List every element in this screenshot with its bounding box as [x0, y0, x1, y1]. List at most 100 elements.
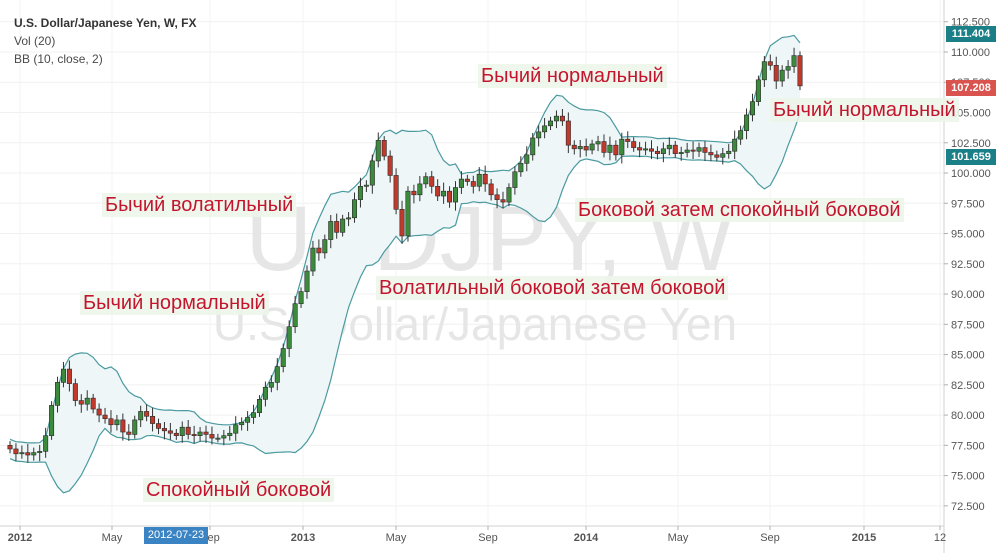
candle-body — [595, 141, 601, 145]
candle-body — [488, 183, 494, 196]
crosshair-date-tag: 2012-07-23 — [144, 527, 208, 544]
candle — [744, 108, 750, 140]
candle-body — [114, 419, 120, 426]
candle-body — [197, 431, 203, 436]
annotation-bullish-normal-late2014: Бычий нормальный — [770, 98, 959, 122]
annotation-calm-sideways: Спокойный боковой — [143, 478, 335, 502]
y-tick-label: 112.500 — [951, 17, 990, 29]
candle-body — [126, 431, 132, 435]
candle — [726, 144, 732, 159]
candle-body — [357, 186, 363, 200]
candle-body — [755, 79, 761, 102]
candle-body — [37, 451, 43, 453]
candle-body — [78, 400, 84, 405]
candle-body — [185, 426, 191, 435]
bollinger-indicator-label[interactable]: BB (10, close, 2) — [14, 52, 103, 66]
candle-body — [589, 143, 595, 151]
volume-indicator-label[interactable]: Vol (20) — [14, 34, 56, 48]
candle — [209, 426, 215, 445]
candle — [613, 140, 619, 161]
candle-body — [785, 66, 791, 71]
candle-body — [132, 419, 138, 435]
candle — [791, 47, 797, 73]
candle — [286, 320, 292, 358]
candle — [144, 404, 150, 422]
candle-body — [363, 184, 369, 187]
candle-body — [280, 348, 286, 367]
candles — [7, 47, 803, 463]
candle-body — [90, 397, 96, 410]
candle-body — [209, 434, 215, 439]
candle-body — [749, 101, 755, 116]
candle-body — [304, 270, 310, 292]
candle — [102, 407, 108, 424]
candle — [268, 375, 274, 393]
candle-body — [221, 435, 227, 439]
candle-body — [155, 423, 161, 429]
candle-body — [577, 146, 583, 150]
annotation-bullish-normal-2014: Бычий нормальный — [478, 64, 667, 88]
price-axis[interactable]: 72.500 75.000 77.500 80.000 82.500 85.000 87.5… — [944, 17, 991, 513]
candle — [583, 138, 589, 157]
candle-body — [429, 176, 435, 187]
candle — [684, 142, 690, 158]
candle — [702, 141, 708, 162]
candle — [233, 416, 239, 442]
candle — [37, 444, 43, 462]
candle-body — [179, 426, 185, 436]
y-tick-label: 80.000 — [951, 410, 985, 422]
candle — [506, 183, 512, 207]
candle — [108, 410, 114, 433]
candle — [714, 150, 720, 162]
candle — [601, 134, 607, 158]
candle — [678, 146, 684, 161]
candle-body — [720, 153, 726, 158]
candle-body — [773, 65, 779, 82]
candle — [423, 172, 429, 189]
candle — [363, 180, 369, 193]
candle-body — [744, 114, 750, 131]
x-tick-label: Sep — [760, 532, 780, 544]
candle-body — [702, 147, 708, 153]
y-tick-label: 92.500 — [951, 259, 985, 271]
candle-body — [696, 147, 702, 152]
y-tick-label: 85.000 — [951, 350, 985, 362]
candle — [524, 146, 530, 172]
x-tick-label: 12 — [934, 532, 946, 544]
candle-body — [506, 187, 512, 203]
candle — [476, 167, 482, 192]
candle — [411, 184, 417, 204]
candle-body — [559, 115, 565, 122]
candle-body — [779, 69, 785, 82]
candle — [429, 170, 435, 194]
candle — [167, 422, 173, 440]
candle-body — [470, 181, 476, 187]
candle — [530, 132, 536, 161]
candle — [542, 117, 548, 139]
candle-body — [441, 190, 447, 197]
x-tick-label: 2013 — [291, 532, 315, 544]
candle-body — [251, 412, 257, 418]
candle-body — [66, 368, 72, 384]
candle — [732, 130, 738, 160]
candle-body — [512, 171, 518, 188]
candle — [328, 215, 334, 249]
candle-body — [120, 419, 126, 433]
y-tick-label: 100.000 — [951, 168, 991, 180]
candle-body — [791, 55, 797, 67]
candle — [84, 390, 90, 411]
last-price-tag: 107.208 — [946, 80, 996, 96]
candle-body — [625, 138, 631, 142]
x-tick-label: 2012 — [8, 532, 32, 544]
annotation-volatile-sideways: Волатильный боковой затем боковой — [376, 276, 729, 300]
candle-body — [55, 382, 61, 406]
candle — [316, 239, 322, 261]
candle — [19, 445, 25, 459]
y-tick-label: 87.500 — [951, 319, 985, 331]
candle-body — [84, 397, 90, 405]
candle — [197, 427, 203, 442]
candle-body — [138, 411, 144, 421]
candle — [393, 168, 399, 215]
